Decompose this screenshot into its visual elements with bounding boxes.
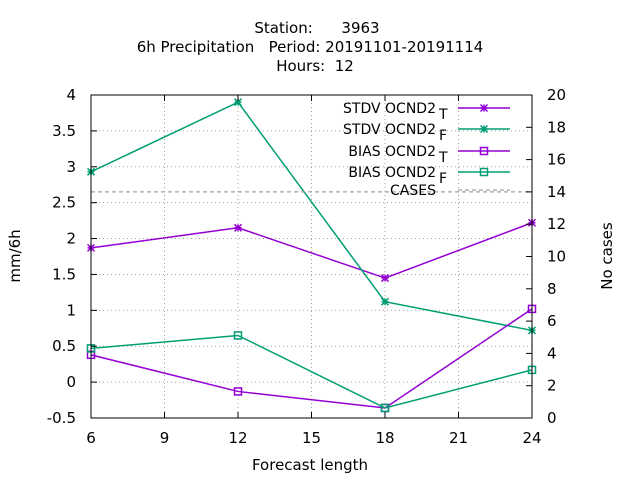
legend-marker <box>479 167 489 177</box>
x-tick-label: 21 <box>449 429 468 447</box>
legend-label: BIAS OCND2 <box>348 144 436 160</box>
legend-label: CASES <box>390 183 436 199</box>
series-1 <box>86 98 537 335</box>
data-point <box>233 223 243 232</box>
x-tick-label: 9 <box>160 429 170 447</box>
legend-subscript: T <box>438 107 448 123</box>
data-point <box>233 331 243 340</box>
y2-tick-label: 0 <box>547 409 557 427</box>
y2-tick-label: 20 <box>547 86 566 104</box>
y2-tick-label: 2 <box>547 377 557 395</box>
data-point <box>233 98 243 107</box>
x-axis-label: Forecast length <box>252 456 368 474</box>
grid <box>91 95 532 418</box>
x-tick-label: 24 <box>522 429 541 447</box>
data-point <box>380 297 390 306</box>
legend-entry-4: CASES <box>390 183 510 199</box>
y2-tick-label: 4 <box>547 344 557 362</box>
axis-ticks: 6 9 12 15 18 21 24-0.500.511.522.533.540246810… <box>47 86 566 447</box>
title-line-3: Hours: 12 <box>276 57 354 75</box>
y-tick-label: 0.5 <box>52 337 76 355</box>
legend-subscript: T <box>438 150 448 166</box>
series-line <box>90 308 533 409</box>
x-tick-label: 18 <box>375 429 394 447</box>
y-tick-label: 3.5 <box>52 122 76 140</box>
chart-title: Station: 3963 6h Precipitation Period: 2… <box>137 19 484 75</box>
legend-entry-0: STDV OCND2 T <box>343 101 510 123</box>
title-line-2: 6h Precipitation Period: 20191101-201911… <box>137 38 484 56</box>
y2-tick-label: 12 <box>547 215 566 233</box>
legend-label: STDV OCND2 <box>343 101 436 117</box>
legend-marker <box>479 103 489 113</box>
legend-subscript: F <box>439 128 447 144</box>
y-tick-label: 0 <box>66 373 76 391</box>
x-tick-label: 12 <box>228 429 247 447</box>
data-point <box>380 403 390 413</box>
y-tick-label: 1.5 <box>52 265 76 283</box>
y2-tick-label: 10 <box>547 248 566 266</box>
series-line <box>90 222 533 279</box>
y-tick-label: 2.5 <box>52 194 76 212</box>
legend-entry-1: STDV OCND2 F <box>343 122 510 144</box>
y-axis-label: mm/6h <box>6 229 24 282</box>
y-tick-label: 3 <box>66 158 76 176</box>
y-tick-label: 4 <box>66 86 76 104</box>
legend-entry-2: BIAS OCND2 T <box>348 144 510 166</box>
x-tick-label: 15 <box>302 429 321 447</box>
y2-tick-label: 6 <box>547 312 557 330</box>
y-tick-label: 2 <box>66 230 76 248</box>
series-0 <box>86 218 537 283</box>
legend-entry-3: BIAS OCND2 F <box>348 165 510 187</box>
series-line <box>90 334 533 409</box>
legend-marker <box>479 146 489 156</box>
data-point <box>233 387 243 396</box>
y2-axis-label: No cases <box>598 222 616 290</box>
y2-tick-label: 16 <box>547 151 566 169</box>
x-tick-label: 6 <box>86 429 96 447</box>
y-tick-label: 1 <box>66 301 76 319</box>
legend-label: STDV OCND2 <box>343 122 436 138</box>
legend-label: BIAS OCND2 <box>348 165 436 181</box>
y2-tick-label: 18 <box>547 118 566 136</box>
legend-subscript: F <box>439 171 447 187</box>
y-tick-label: -0.5 <box>47 409 76 427</box>
data-point <box>380 274 390 283</box>
legend-marker <box>479 124 489 134</box>
y2-tick-label: 8 <box>547 280 557 298</box>
y2-tick-label: 14 <box>547 183 566 201</box>
series-line <box>90 101 533 332</box>
title-line-1: Station: 3963 <box>254 19 379 37</box>
